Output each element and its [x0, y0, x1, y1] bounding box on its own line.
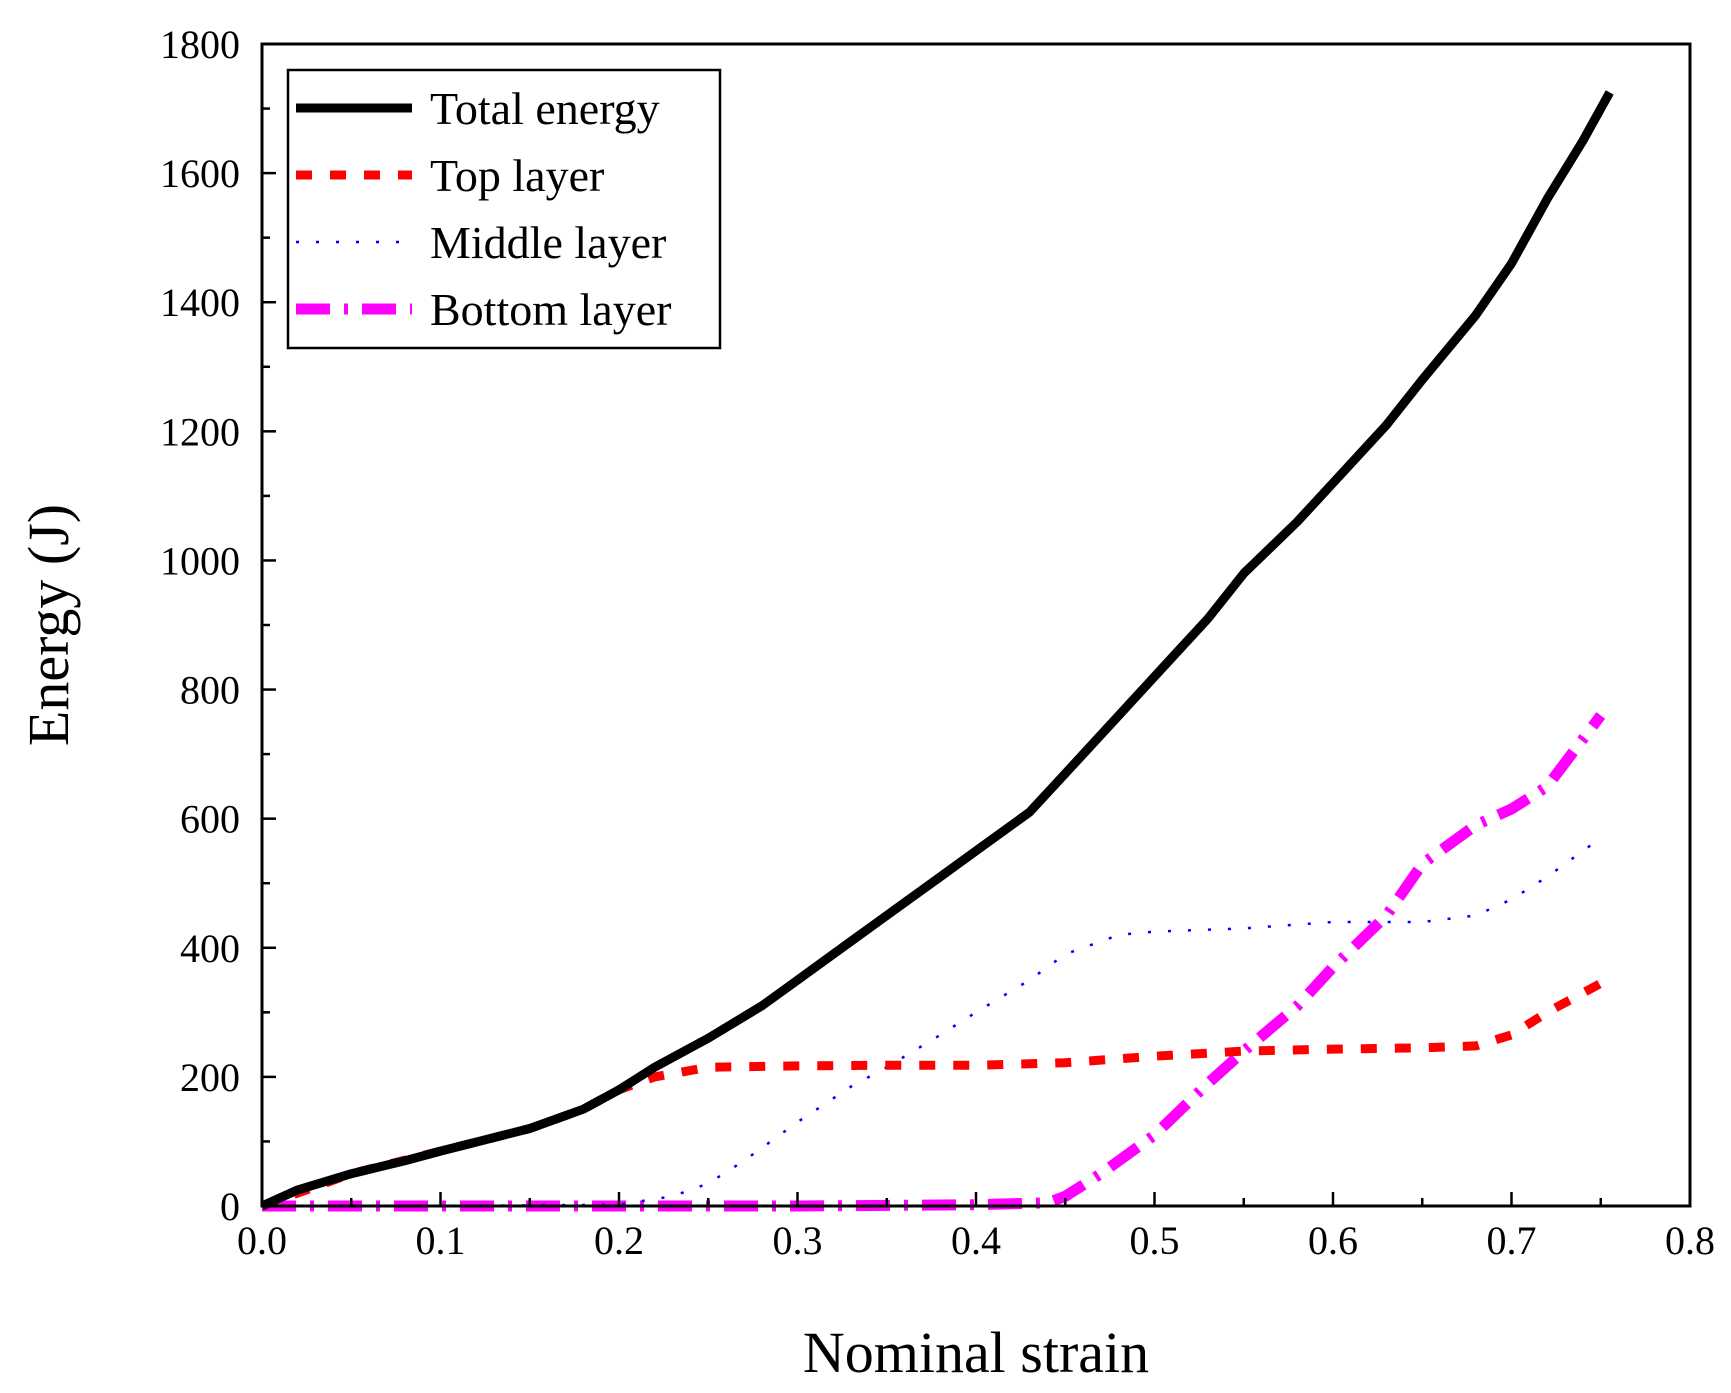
series-line-bottom-layer [262, 712, 1606, 1212]
y-axis-title: Energy (J) [16, 504, 81, 746]
series-line-middle-layer [262, 836, 1602, 1208]
y-tick-label: 600 [180, 797, 240, 842]
y-tick-label: 1400 [160, 280, 240, 325]
legend-label: Top layer [430, 150, 604, 201]
y-tick-label: 0 [220, 1184, 240, 1229]
y-tick-label: 400 [180, 926, 240, 971]
legend-label: Middle layer [430, 217, 666, 268]
series-line-total-energy [260, 90, 1614, 1211]
y-tick-label: 200 [180, 1055, 240, 1100]
x-tick-label: 0.5 [1130, 1218, 1180, 1263]
legend-label: Bottom layer [430, 284, 671, 335]
x-tick-label: 0.6 [1308, 1218, 1358, 1263]
x-tick-label: 0.4 [951, 1218, 1001, 1263]
legend-label: Total energy [430, 83, 660, 134]
y-tick-label: 1800 [160, 22, 240, 67]
x-tick-label: 0.0 [237, 1218, 287, 1263]
y-tick-label: 800 [180, 668, 240, 713]
x-tick-label: 0.8 [1665, 1218, 1715, 1263]
x-tick-label: 0.3 [773, 1218, 823, 1263]
legend: Total energy Top layer Middle layer Bottom … [286, 68, 722, 350]
y-tick-label: 1600 [160, 151, 240, 196]
x-tick-label: 0.7 [1487, 1218, 1537, 1263]
y-tick-label: 1200 [160, 409, 240, 454]
x-axis-title: Nominal strain [803, 1320, 1149, 1385]
x-tick-label: 0.1 [416, 1218, 466, 1263]
x-tick-label: 0.2 [594, 1218, 644, 1263]
ticks-layer: 0.0 0.1 0.2 0.3 0.4 0.5 0.6 0.7 0.8 0 200 400 600 800… [160, 22, 1715, 1263]
legend-box [286, 68, 722, 350]
y-tick-label: 1000 [160, 538, 240, 583]
series-line-top-layer [260, 979, 1603, 1211]
